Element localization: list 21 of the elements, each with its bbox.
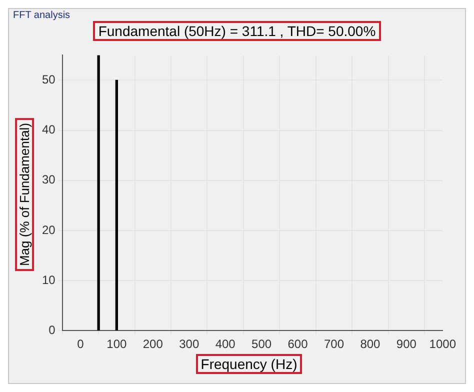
x-tick-label: 200: [142, 337, 164, 352]
x-tick-label: 900: [396, 337, 417, 352]
x-tick-label: 700: [324, 337, 344, 352]
x-tick-label: 800: [360, 337, 381, 352]
y-tick-label: 40: [42, 122, 56, 137]
x-tick-label: 500: [252, 337, 272, 352]
y-axis-title: Mag (% of Fundamental): [16, 117, 35, 271]
y-tick-label: 0: [48, 322, 56, 337]
x-axis-title: Frequency (Hz): [196, 354, 302, 374]
y-tick-label: 10: [42, 272, 56, 287]
x-tick-label: 300: [179, 337, 200, 352]
chart-title: Fundamental (50Hz) = 311.1 , THD= 50.00%: [93, 21, 381, 41]
y-tick-label: 50: [42, 72, 56, 87]
y-tick-label: 30: [42, 172, 56, 187]
text: FFT analysis: [13, 10, 70, 21]
x-tick-label: 100: [106, 337, 128, 352]
x-tick-label: 400: [215, 337, 236, 352]
y-tick-label: 20: [42, 222, 56, 237]
x-tick-label: 0: [77, 337, 84, 352]
x-tick-label: 600: [288, 337, 308, 352]
x-tick-label: 1000: [429, 337, 456, 352]
